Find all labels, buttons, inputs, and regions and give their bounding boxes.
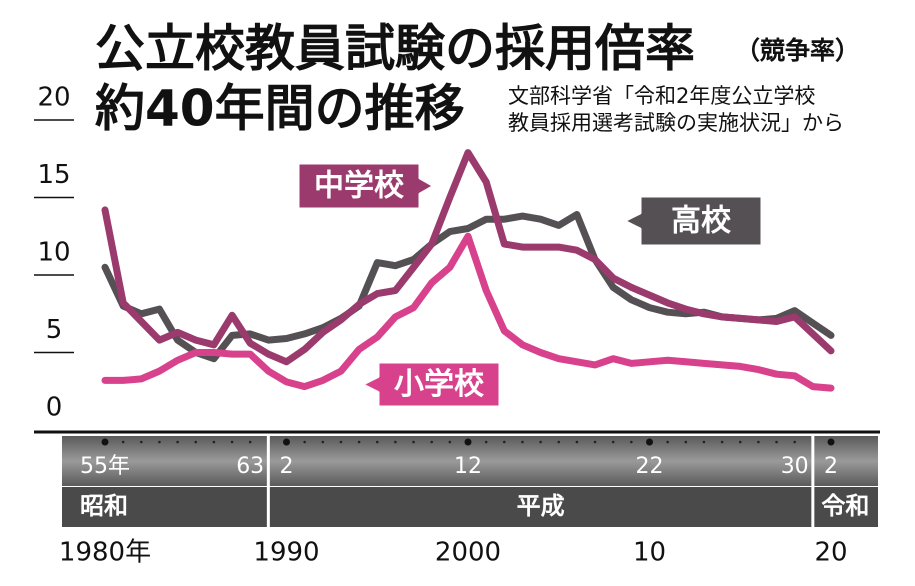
year-dot <box>321 440 325 444</box>
legend-box <box>360 360 502 409</box>
year-dot <box>303 440 306 444</box>
chart-title: 公立校教員試験の採用倍率 <box>95 20 695 78</box>
x-tick-label: 2000 <box>435 538 501 568</box>
year-dot <box>394 440 397 444</box>
year-dot <box>684 440 688 444</box>
source-line: 教員採用選考試験の実施状況」から <box>508 111 844 135</box>
year-dot <box>539 440 542 444</box>
year-dot <box>339 440 343 444</box>
legend-box <box>622 194 764 248</box>
year-dot <box>412 440 415 444</box>
year-dot <box>575 440 579 444</box>
x-tick-label: 20 <box>814 538 847 568</box>
x-tick-label: 1980年 <box>59 538 151 568</box>
year-dot <box>775 440 778 444</box>
year-dot <box>194 440 198 444</box>
era-tick-label: 2 <box>280 454 294 479</box>
era-name: 令和 <box>821 492 869 520</box>
year-dot <box>630 440 633 444</box>
era-tick-label: 55年 <box>80 454 130 479</box>
year-dot <box>430 440 434 444</box>
y-tick-label: 10 <box>37 238 70 268</box>
year-dot <box>793 440 796 444</box>
x-tick-label: 10 <box>633 538 666 568</box>
x-tick-dot <box>101 438 109 446</box>
year-dot <box>738 440 742 444</box>
year-dot <box>503 440 506 444</box>
era-tick-label: 2 <box>824 454 838 479</box>
year-dot <box>557 440 561 444</box>
y-tick-label: 5 <box>46 315 63 345</box>
x-tick-label: 1990 <box>253 538 319 568</box>
plot: 0 5 10 15 20 1980年 1990 2000 10 20 昭和 55年 63 平成 2 12 22 3… <box>34 83 880 568</box>
series-line <box>101 232 835 392</box>
era-tick-label: 30 <box>781 454 809 479</box>
year-dot <box>720 440 724 444</box>
legend-label: 中学校 <box>314 169 404 204</box>
chart-subtitle: 約40年間の推移 <box>95 80 465 138</box>
legend-label: 高校 <box>671 204 731 239</box>
y-tick-label: 15 <box>37 160 70 190</box>
source-line: 文部科学省「令和2年度公立学校 <box>508 84 815 108</box>
year-dot <box>375 440 379 444</box>
legend-label: 小学校 <box>394 367 484 402</box>
era-tick-label: 22 <box>636 454 664 479</box>
era-tick-label: 63 <box>236 454 264 479</box>
year-dot <box>230 440 234 444</box>
era-tick-label: 12 <box>454 454 482 479</box>
era-name-band <box>62 487 878 527</box>
year-dot <box>176 440 179 444</box>
year-dot <box>248 440 252 444</box>
era-name: 平成 <box>517 492 565 520</box>
year-dot <box>521 440 524 444</box>
year-dot <box>212 440 216 444</box>
era-name: 昭和 <box>80 492 128 520</box>
year-dot <box>158 440 161 444</box>
year-dot <box>593 440 597 444</box>
year-dot <box>448 440 452 444</box>
y-tick-label: 20 <box>37 83 70 113</box>
x-tick-dot <box>646 438 653 446</box>
title-note: （競争率） <box>735 36 860 65</box>
year-dot <box>702 440 706 444</box>
year-dot <box>121 440 125 444</box>
x-tick-dot <box>464 438 472 446</box>
x-tick-dot <box>283 438 290 446</box>
year-dot <box>140 440 143 444</box>
year-dot <box>484 440 488 444</box>
year-dot <box>757 440 760 444</box>
x-tick-dot <box>827 438 835 446</box>
y-tick-label: 0 <box>46 393 63 423</box>
year-dot <box>357 440 361 444</box>
series-line <box>101 149 835 366</box>
year-dot <box>611 440 615 444</box>
legend-box <box>296 161 436 211</box>
year-dot <box>666 440 669 444</box>
